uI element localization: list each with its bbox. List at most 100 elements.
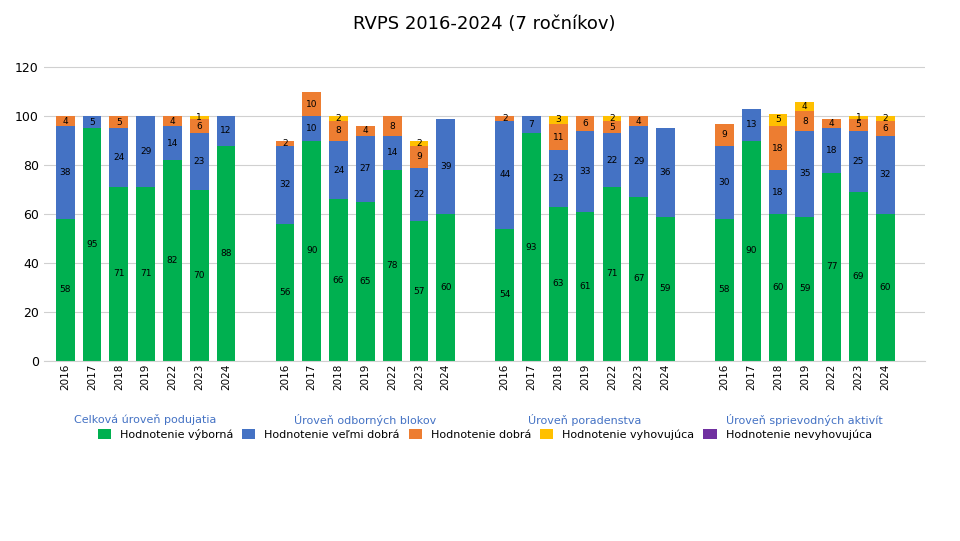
Title: RVPS 2016-2024 (7 ročníkov): RVPS 2016-2024 (7 ročníkov) (353, 15, 616, 33)
Text: 5: 5 (89, 118, 95, 127)
Bar (549, 207, 567, 361)
Text: 18: 18 (772, 143, 783, 153)
Text: 2: 2 (502, 114, 508, 123)
Text: 4: 4 (170, 117, 175, 126)
Text: 58: 58 (60, 286, 71, 294)
Bar (876, 121, 895, 136)
Legend: Hodnotenie výborná, Hodnotenie veľmi dobrá, Hodnotenie dobrá, Hodnotenie vyhovuj: Hodnotenie výborná, Hodnotenie veľmi dob… (93, 424, 876, 444)
Bar (190, 118, 208, 134)
Bar (715, 146, 733, 219)
Bar (849, 192, 868, 361)
Bar (329, 116, 348, 121)
Text: 1: 1 (196, 113, 202, 122)
Bar (742, 141, 760, 361)
Bar (217, 116, 235, 146)
Bar (876, 214, 895, 361)
Bar (876, 116, 895, 121)
Bar (190, 116, 208, 118)
Bar (329, 121, 348, 141)
Bar (522, 134, 540, 361)
Text: 93: 93 (526, 242, 538, 252)
Bar (549, 116, 567, 123)
Text: 36: 36 (660, 168, 671, 177)
Bar (410, 221, 428, 361)
Text: 69: 69 (852, 272, 864, 281)
Text: 77: 77 (826, 262, 837, 271)
Text: Úroveň odborných blokov: Úroveň odborných blokov (294, 413, 437, 426)
Text: 63: 63 (553, 279, 564, 288)
Bar (410, 146, 428, 168)
Text: 8: 8 (336, 127, 342, 135)
Text: Úroveň poradenstva: Úroveň poradenstva (528, 413, 642, 426)
Text: 39: 39 (440, 162, 451, 171)
Bar (217, 146, 235, 361)
Bar (576, 131, 594, 212)
Text: 60: 60 (879, 283, 891, 292)
Text: 4: 4 (802, 102, 807, 111)
Bar (410, 141, 428, 146)
Text: Celková úroveň podujatia: Celková úroveň podujatia (74, 413, 217, 425)
Text: 60: 60 (440, 283, 451, 292)
Text: 95: 95 (86, 240, 98, 249)
Text: 54: 54 (499, 291, 511, 299)
Text: 32: 32 (879, 170, 891, 180)
Text: 1: 1 (855, 113, 861, 122)
Text: 29: 29 (140, 147, 152, 156)
Text: 2: 2 (416, 138, 421, 148)
Text: 65: 65 (360, 277, 372, 286)
Text: 13: 13 (746, 120, 757, 129)
Bar (576, 212, 594, 361)
Text: 2: 2 (609, 114, 614, 123)
Text: 5: 5 (855, 120, 861, 129)
Bar (136, 116, 155, 187)
Bar (136, 187, 155, 361)
Text: 4: 4 (828, 119, 834, 128)
Text: 22: 22 (607, 156, 617, 165)
Text: 67: 67 (633, 274, 644, 283)
Text: Úroveň sprievodných aktivít: Úroveň sprievodných aktivít (727, 413, 883, 426)
Bar (437, 214, 455, 361)
Text: 56: 56 (279, 288, 291, 297)
Text: 2: 2 (282, 138, 288, 148)
Text: 33: 33 (579, 167, 590, 176)
Bar (630, 126, 648, 197)
Text: 60: 60 (772, 283, 783, 292)
Bar (495, 116, 515, 121)
Text: 29: 29 (633, 157, 644, 166)
Text: 18: 18 (772, 188, 783, 196)
Text: 9: 9 (416, 152, 421, 161)
Bar (549, 123, 567, 150)
Bar (302, 116, 322, 141)
Text: 90: 90 (746, 246, 757, 255)
Text: 10: 10 (306, 100, 318, 109)
Text: 2: 2 (336, 114, 342, 123)
Text: 71: 71 (140, 269, 152, 279)
Bar (356, 136, 374, 202)
Text: 8: 8 (389, 122, 395, 130)
Text: 8: 8 (802, 117, 807, 126)
Text: 35: 35 (799, 169, 810, 178)
Text: 5: 5 (775, 115, 780, 124)
Bar (109, 187, 128, 361)
Text: 70: 70 (193, 270, 204, 280)
Bar (656, 216, 675, 361)
Bar (769, 214, 787, 361)
Text: 59: 59 (799, 284, 810, 293)
Bar (823, 173, 841, 361)
Text: 9: 9 (722, 130, 728, 139)
Bar (109, 128, 128, 187)
Text: 10: 10 (306, 124, 318, 133)
Bar (437, 118, 455, 214)
Bar (163, 126, 181, 160)
Bar (876, 136, 895, 214)
Bar (495, 229, 515, 361)
Text: 88: 88 (220, 249, 231, 258)
Text: 25: 25 (852, 157, 864, 166)
Bar (276, 224, 295, 361)
Text: 27: 27 (360, 164, 371, 173)
Bar (769, 170, 787, 214)
Bar (163, 116, 181, 126)
Bar (656, 128, 675, 216)
Text: 44: 44 (499, 170, 511, 180)
Bar (83, 128, 102, 361)
